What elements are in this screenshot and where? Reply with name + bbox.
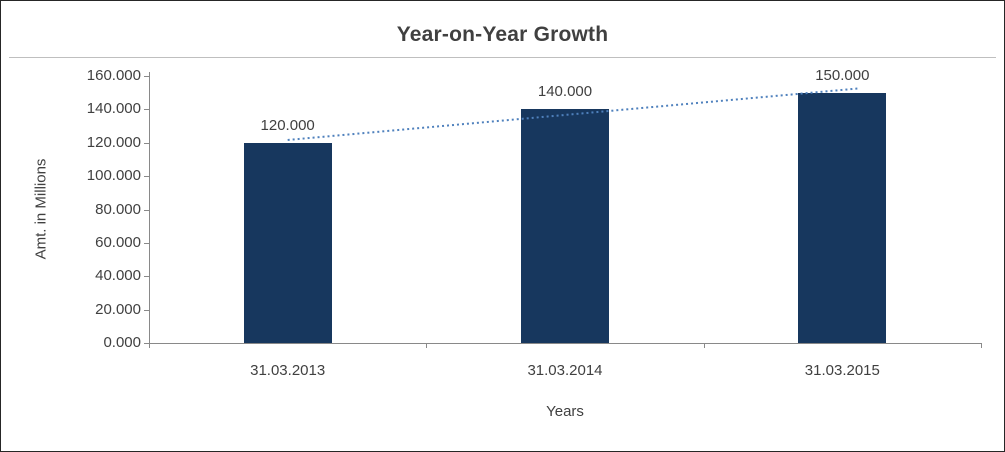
y-axis-tick [144,242,149,244]
y-tick-label: 60.000 [95,233,141,251]
y-tick-label: 0.000 [103,334,141,351]
y-tick-label: 100.000 [86,167,141,185]
bar-value-label: 150.000 [815,66,870,84]
title-divider [9,57,996,58]
y-tick-label: 40.000 [95,267,141,285]
y-axis-tick [144,276,149,278]
y-axis-tick [144,209,149,211]
bar-value-label: 120.000 [260,116,315,134]
y-tick-label: 120.000 [86,133,141,151]
y-axis-tick [144,109,149,111]
x-category-label: 31.03.2014 [527,362,603,379]
y-tick-label: 80.000 [95,200,141,218]
bar-value-label: 140.000 [537,83,593,101]
x-axis-tick [426,343,428,348]
y-axis-tick [144,176,149,178]
bar [521,109,609,343]
x-axis-line [144,343,981,344]
x-axis-title: Years [546,403,584,420]
x-axis-tick [149,343,150,348]
y-axis-tick [144,142,149,144]
y-axis-line [149,72,150,343]
y-tick-label: 20.000 [95,300,141,318]
y-axis-tick [144,76,149,77]
y-axis-tick [144,343,149,344]
y-axis-tick [144,309,149,311]
y-tick-label: 160.000 [86,67,141,84]
x-category-label: 31.03.2015 [804,362,880,379]
x-category-label: 31.03.2013 [250,362,326,379]
y-tick-label: 140.000 [86,100,141,118]
chart-title: Year-on-Year Growth [396,23,609,46]
bar [798,92,887,343]
bar [243,142,332,343]
x-axis-tick [981,343,982,348]
x-axis-tick [703,343,705,348]
